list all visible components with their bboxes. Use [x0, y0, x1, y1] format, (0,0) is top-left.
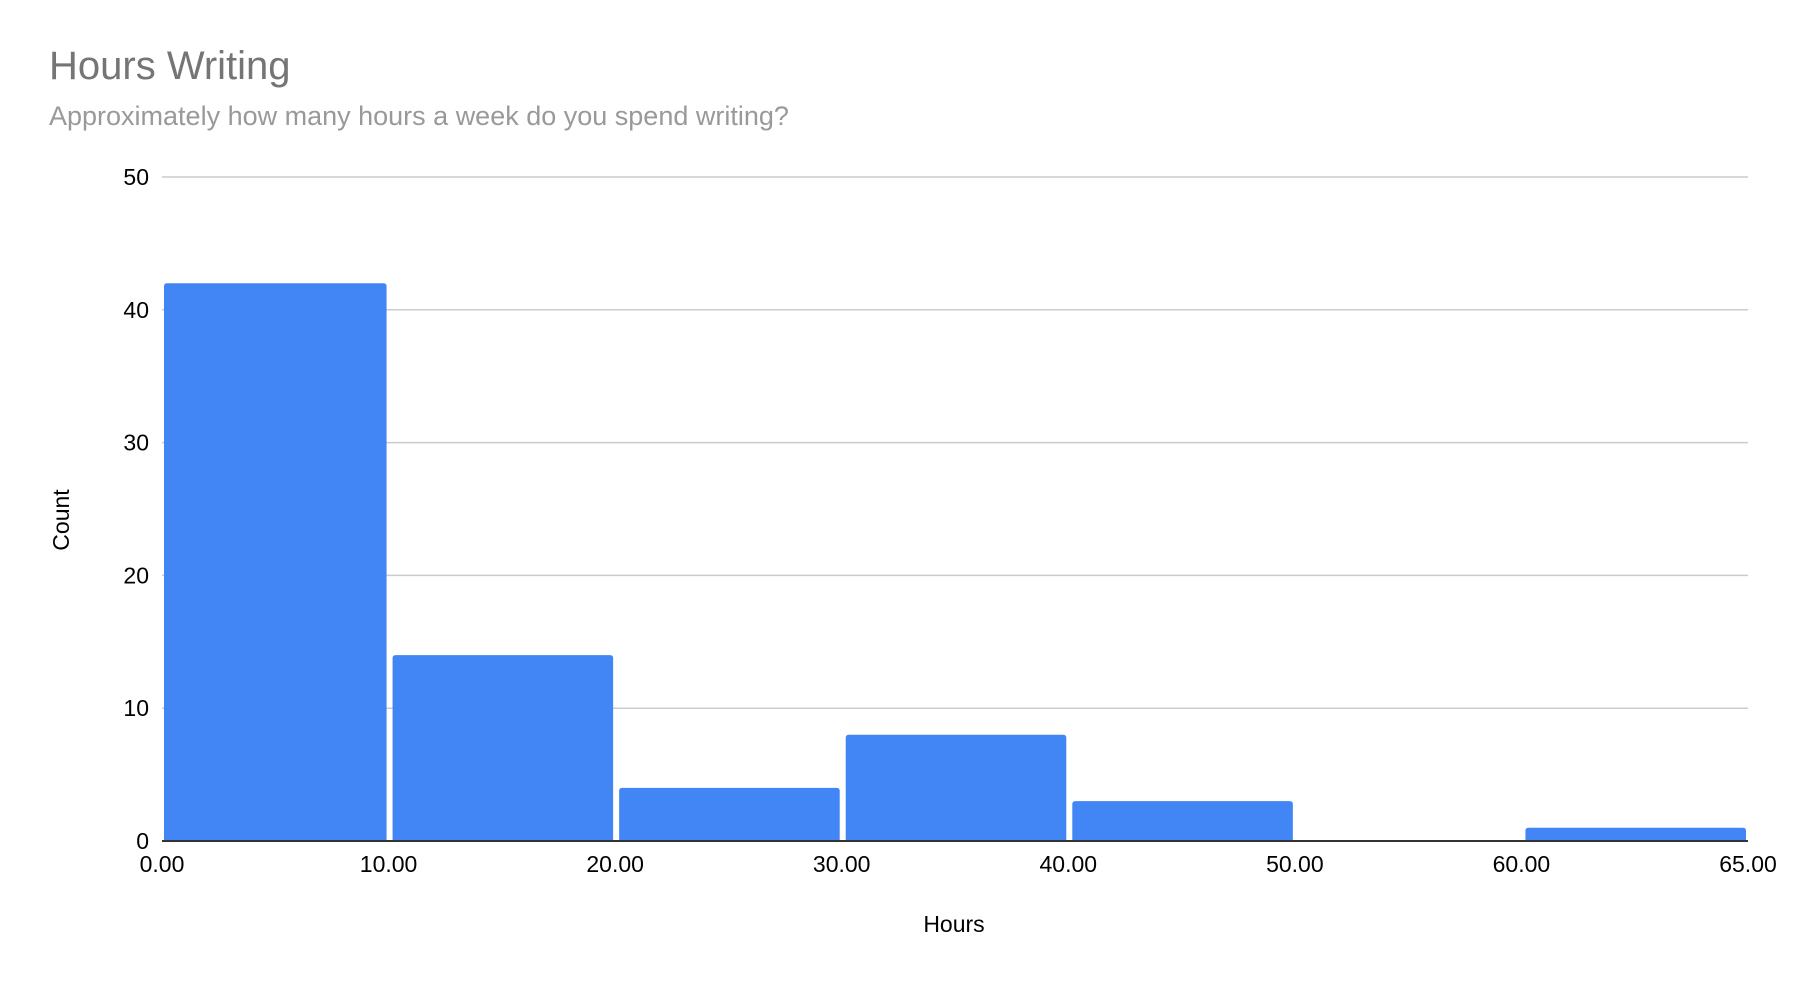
histogram-bar-0-10 — [164, 283, 387, 841]
y-tick-label: 40 — [123, 297, 149, 323]
x-tick-label: 0.00 — [140, 851, 185, 877]
chart-title: Hours Writing — [49, 44, 291, 88]
y-tick-label: 0 — [136, 828, 149, 854]
x-tick-label: 40.00 — [1040, 851, 1098, 877]
histogram-bar-30-40 — [845, 734, 1067, 841]
x-tick-label: 30.00 — [813, 851, 871, 877]
y-tick-label: 30 — [123, 430, 149, 456]
y-tick-label: 20 — [123, 562, 149, 588]
histogram-bar-10-20 — [392, 655, 614, 841]
x-tick-label: 60.00 — [1493, 851, 1551, 877]
histogram-bar-20-30 — [619, 787, 840, 841]
x-axis-label: Hours — [923, 911, 984, 937]
chart-subtitle: Approximately how many hours a week do y… — [49, 101, 789, 131]
y-tick-label: 10 — [123, 695, 149, 721]
y-tick-label: 50 — [123, 164, 149, 190]
y-axis-label: Count — [48, 489, 74, 551]
x-tick-label: 50.00 — [1266, 851, 1324, 877]
histogram-bar-60-65 — [1525, 827, 1746, 841]
histogram-bar-40-50 — [1072, 801, 1293, 841]
x-tick-label: 10.00 — [360, 851, 418, 877]
x-tick-label: 65.00 — [1719, 851, 1777, 877]
x-tick-label: 20.00 — [586, 851, 644, 877]
